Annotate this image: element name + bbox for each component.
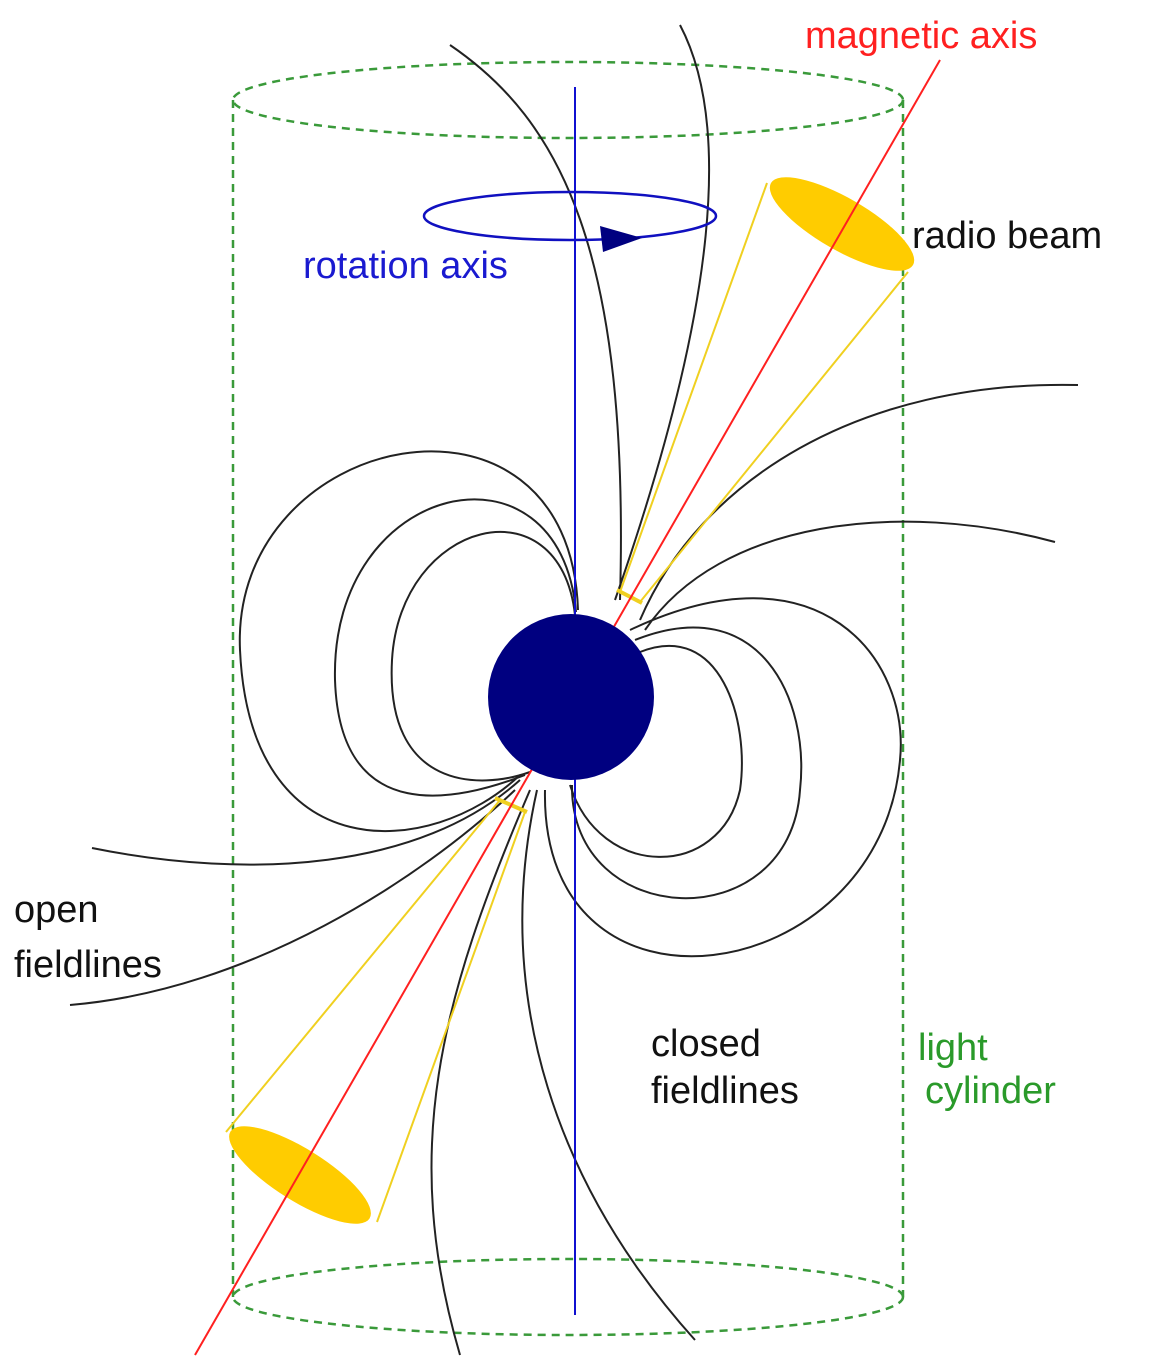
label-line: cylinder xyxy=(925,1070,1056,1112)
label-line: fieldlines xyxy=(651,1070,799,1112)
rotation-axis-label: rotation axis xyxy=(303,245,508,287)
rotation-ellipse xyxy=(422,190,718,242)
radio-beam-top xyxy=(769,177,915,271)
rotation-arrow xyxy=(600,226,642,252)
label-line: open xyxy=(14,889,99,931)
light-cylinder-label: light cylinder xyxy=(918,1027,1056,1112)
magnetic-axis-label: magnetic axis xyxy=(805,15,1037,57)
open-fieldlines-label: open fieldlines xyxy=(14,889,162,986)
radio-beam-bottom xyxy=(229,1126,371,1224)
label-line: light xyxy=(918,1027,988,1069)
label-line: fieldlines xyxy=(14,944,162,986)
light-cylinder-shape xyxy=(231,60,905,1337)
radio-beam-label: radio beam xyxy=(912,215,1102,257)
label-line: closed xyxy=(651,1023,761,1065)
closed-fieldlines-label: closed fieldlines xyxy=(651,1023,799,1112)
field-lines xyxy=(69,24,1079,1356)
neutron-star xyxy=(488,614,654,780)
